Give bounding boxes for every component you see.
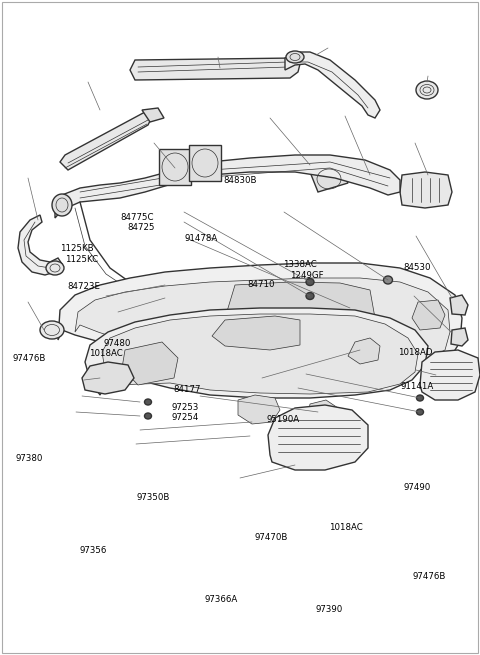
Ellipse shape — [417, 409, 423, 415]
Polygon shape — [82, 362, 134, 394]
Text: 97480: 97480 — [104, 339, 132, 348]
Ellipse shape — [384, 276, 393, 284]
Text: 84830B: 84830B — [223, 176, 257, 185]
Ellipse shape — [144, 399, 152, 405]
Ellipse shape — [40, 321, 64, 339]
Text: 84177: 84177 — [173, 384, 201, 394]
Polygon shape — [310, 165, 348, 192]
Polygon shape — [148, 275, 194, 308]
Text: 97470B: 97470B — [254, 533, 288, 542]
Text: 84530: 84530 — [403, 263, 431, 272]
Text: 97254: 97254 — [171, 413, 199, 422]
Polygon shape — [85, 308, 428, 398]
Text: 1125KB: 1125KB — [60, 244, 94, 253]
Polygon shape — [420, 350, 480, 400]
Text: 95190A: 95190A — [266, 415, 300, 424]
Text: 97390: 97390 — [315, 605, 342, 614]
Polygon shape — [18, 215, 62, 275]
Text: 91141A: 91141A — [401, 382, 434, 391]
Polygon shape — [58, 263, 462, 380]
Text: 84723E: 84723E — [68, 282, 100, 291]
Ellipse shape — [46, 261, 64, 275]
Polygon shape — [60, 112, 152, 170]
Polygon shape — [212, 316, 300, 350]
Polygon shape — [130, 58, 300, 80]
Polygon shape — [122, 342, 178, 385]
Polygon shape — [308, 400, 338, 424]
Polygon shape — [238, 395, 280, 424]
Text: 97490: 97490 — [404, 483, 431, 493]
Ellipse shape — [52, 194, 72, 216]
Text: 97253: 97253 — [171, 403, 199, 412]
Polygon shape — [159, 149, 191, 185]
Ellipse shape — [144, 413, 152, 419]
Text: 84710: 84710 — [248, 280, 276, 289]
Ellipse shape — [306, 278, 314, 286]
Polygon shape — [55, 155, 400, 218]
Polygon shape — [450, 295, 468, 315]
Polygon shape — [348, 338, 380, 364]
Polygon shape — [189, 145, 221, 181]
Ellipse shape — [417, 395, 423, 401]
Polygon shape — [75, 278, 450, 370]
Text: 97476B: 97476B — [12, 354, 46, 364]
Ellipse shape — [416, 81, 438, 99]
Ellipse shape — [286, 51, 304, 63]
Text: 1338AC: 1338AC — [283, 260, 317, 269]
Text: 1018AC: 1018AC — [329, 523, 362, 532]
Text: 84775C: 84775C — [120, 213, 154, 222]
Polygon shape — [285, 52, 380, 118]
Polygon shape — [400, 172, 452, 208]
Text: 1125KC: 1125KC — [65, 255, 98, 264]
Polygon shape — [451, 328, 468, 346]
Text: 91478A: 91478A — [185, 234, 218, 243]
Text: 1018AD: 1018AD — [398, 348, 432, 357]
Text: 84725: 84725 — [128, 223, 156, 233]
Polygon shape — [320, 305, 382, 318]
Polygon shape — [142, 108, 164, 122]
Text: 97356: 97356 — [80, 546, 108, 555]
Text: 97476B: 97476B — [413, 572, 446, 581]
Polygon shape — [225, 282, 375, 345]
Text: 97366A: 97366A — [204, 595, 238, 604]
Polygon shape — [268, 405, 368, 470]
Polygon shape — [102, 314, 418, 394]
Polygon shape — [368, 172, 386, 188]
Text: 1249GF: 1249GF — [290, 271, 324, 280]
Polygon shape — [412, 300, 445, 330]
Ellipse shape — [306, 293, 314, 299]
Text: 1018AC: 1018AC — [89, 349, 122, 358]
Text: 97380: 97380 — [15, 454, 43, 463]
Text: 97350B: 97350B — [137, 493, 170, 502]
